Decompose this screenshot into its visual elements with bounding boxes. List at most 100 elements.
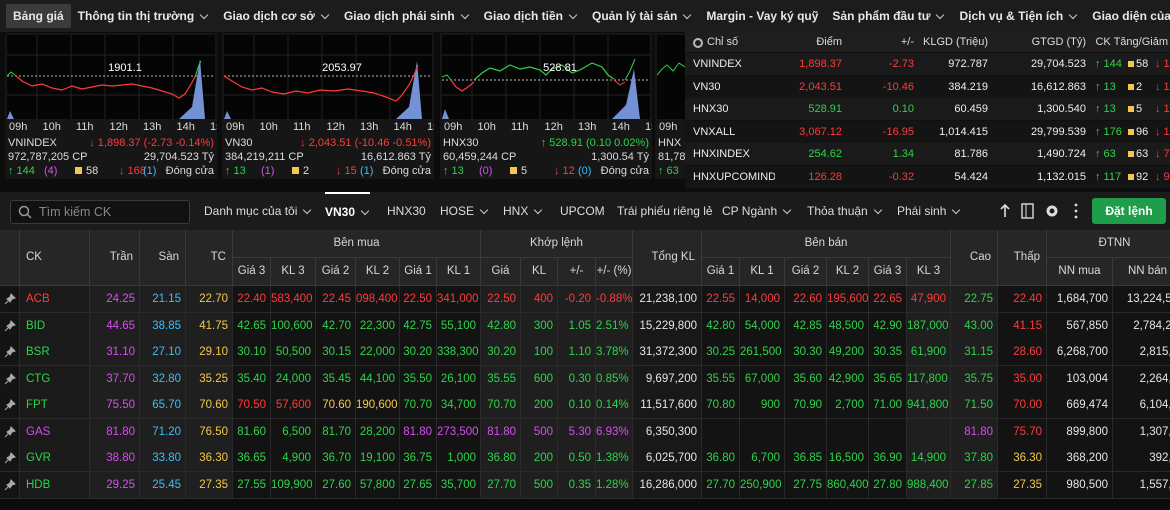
index-name: VNXALL (693, 125, 736, 138)
search-placeholder: Tìm kiếm CK (39, 205, 112, 219)
nav-item[interactable]: Giao dịch phái sinh (337, 4, 477, 28)
symbol[interactable]: GVR (20, 445, 90, 472)
status: Đóng cửa (165, 165, 214, 177)
pin-cell[interactable] (0, 286, 20, 313)
symbol[interactable]: BSR (20, 339, 90, 366)
search-icon (18, 205, 32, 219)
nav-item[interactable]: Quản lý tài sản (585, 4, 699, 28)
cell: 368,200 (1047, 445, 1113, 472)
tab[interactable]: UPCOM (560, 192, 605, 230)
volume: 384,219,211 CP (225, 151, 304, 163)
cell: 36.80 (702, 445, 740, 472)
tab[interactable]: Trái phiếu riêng lẻ (617, 192, 713, 230)
cell: 35.55 (702, 365, 740, 393)
index-value: 1,490.724 (1037, 148, 1086, 161)
order-button[interactable]: Đặt lệnh (1092, 198, 1166, 224)
pin-cell[interactable] (0, 365, 20, 393)
cell: 30.35 (869, 339, 907, 366)
nav-item[interactable]: Giao dịch tiền (477, 4, 585, 28)
tab-label: Trái phiếu riêng lẻ (617, 204, 713, 218)
symbol[interactable]: CTG (20, 365, 90, 393)
column-header: Cao (951, 230, 998, 286)
symbol[interactable]: HDB (20, 471, 90, 499)
cell: 600 (521, 365, 558, 393)
cell: 35.25 (186, 365, 233, 393)
cell: 13,224,50 (1113, 286, 1170, 313)
symbol[interactable]: FPT (20, 392, 90, 419)
cell: 70.70 (400, 392, 437, 419)
nav-item[interactable]: Dịch vụ & Tiện ích (952, 4, 1085, 28)
floor-count: (1) (143, 165, 157, 177)
tab[interactable]: CP Ngành (722, 192, 792, 230)
tab-label: HNX30 (387, 204, 426, 218)
value: 1,300.54 Tỷ (591, 151, 649, 163)
cell: 2,700 (827, 392, 869, 419)
pin-cell[interactable] (0, 312, 20, 340)
pin-cell[interactable] (0, 445, 20, 472)
cell: 70.80 (702, 392, 740, 419)
cell: 6,025,700 (633, 445, 702, 472)
sub-header: Giá 3 (869, 258, 907, 286)
cell: 9,697,200 (633, 365, 702, 393)
pin-cell[interactable] (0, 392, 20, 419)
nav-item[interactable]: Bảng giá (6, 4, 71, 28)
tab[interactable]: HOSE (440, 192, 489, 230)
time-label: 09h (9, 121, 28, 133)
group-header: ĐTNN (1047, 230, 1170, 258)
cell: 70.70 (481, 392, 521, 419)
index-point: 2,043.51 (799, 80, 842, 93)
tab[interactable]: HNX (503, 192, 543, 230)
pin-cell[interactable] (0, 471, 20, 499)
cell: 14,900 (907, 445, 951, 472)
tab[interactable]: Thỏa thuận (807, 192, 883, 230)
nav-item[interactable]: Giao diện của tôi (1085, 4, 1170, 28)
pin-cell[interactable] (0, 339, 20, 366)
cell: 81.80 (481, 418, 521, 446)
unchanged: 2 (303, 165, 310, 177)
index-name: VN30 (225, 137, 253, 149)
cell: 500 (521, 471, 558, 499)
cell: 37.80 (951, 445, 998, 472)
search-box[interactable]: Tìm kiếm CK (10, 200, 190, 224)
index-down: ↓ 72 (1155, 148, 1170, 161)
cell: 2,784,26 (1113, 312, 1170, 340)
cell: 50,500 (271, 339, 316, 366)
tab[interactable]: Danh mục của tôi (204, 192, 312, 230)
index-name: HNXINDEX (693, 148, 750, 161)
cell: 36.90 (869, 445, 907, 472)
tab[interactable]: Phái sinh (897, 192, 961, 230)
index-down: ↓ 192 (1155, 125, 1170, 138)
cell: 43.00 (951, 312, 998, 340)
index-volume: 81.786 (954, 148, 988, 161)
cell: 16,286,000 (633, 471, 702, 499)
tab[interactable]: HNX30 (387, 192, 426, 230)
symbol[interactable]: BID (20, 312, 90, 340)
index-ref: 58 (1136, 58, 1149, 70)
time-label: 11h (76, 121, 94, 133)
pin-cell[interactable] (0, 418, 20, 446)
sub-header: +/- (558, 258, 596, 286)
unchanged: 5 (521, 165, 528, 177)
cell: 75.70 (998, 418, 1047, 446)
symbol[interactable]: GAS (20, 418, 90, 446)
declines: ↓ 12 (554, 165, 575, 177)
nav-item[interactable]: Margin - Vay ký quỹ (699, 4, 825, 28)
cell: 860,400 (827, 471, 869, 499)
chevron (1069, 10, 1078, 19)
cell: 36.65 (233, 445, 271, 472)
cell: 400 (521, 286, 558, 313)
nav-item[interactable]: Thông tin thị trường (71, 4, 217, 28)
chevron (873, 205, 882, 214)
advances: ↑ 63 (658, 165, 679, 177)
sub-header: NN mua (1047, 258, 1113, 286)
index-down: ↓ 15 (1155, 80, 1170, 93)
cell: 31.15 (951, 339, 998, 366)
nav-item[interactable]: Giao dịch cơ sở (216, 4, 337, 28)
tab[interactable]: VN30 (325, 192, 371, 230)
index-change: -2.73 (888, 58, 914, 70)
index-change: -10.46 (882, 80, 914, 93)
symbol[interactable]: ACB (20, 286, 90, 313)
index-header: Điểm (816, 36, 842, 48)
mini-chart: 528.81 09h 10h 11h 12h 13h 14h 15h HNX30 ↑ 528.91… (440, 33, 652, 179)
nav-item[interactable]: Sản phẩm đầu tư (825, 4, 952, 28)
